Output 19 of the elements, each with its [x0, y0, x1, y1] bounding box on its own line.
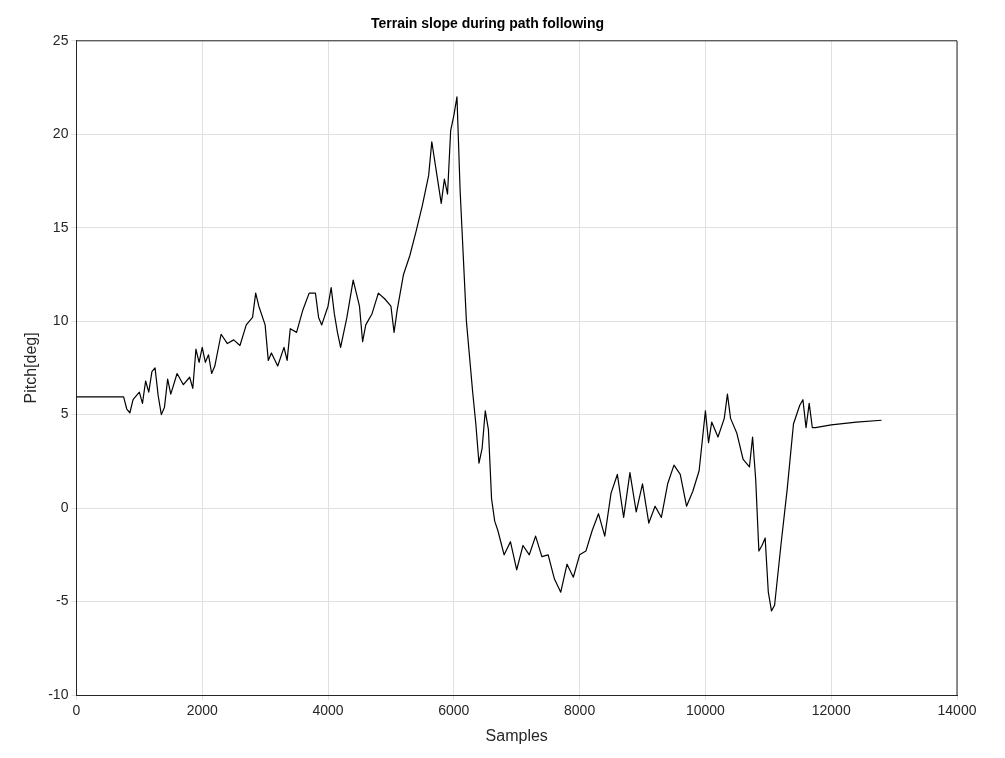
y-tick-label: 5 — [60, 405, 69, 422]
y-tick-label: -10 — [48, 685, 69, 702]
y-tick-label: 25 — [52, 31, 69, 48]
chart-title: Terrain slope during path following — [370, 15, 605, 32]
x-tick-label: 2000 — [186, 702, 219, 719]
x-tick-label: 6000 — [438, 702, 470, 719]
y-tick-label: 20 — [52, 125, 69, 142]
y-tick-label: -5 — [55, 592, 69, 609]
y-axis-title: Pitch[deg] — [22, 332, 40, 404]
x-axis-title: Samples — [485, 726, 548, 744]
x-tick-label: 0 — [72, 702, 81, 719]
x-tick-label: 4000 — [312, 702, 344, 719]
y-tick-label: 0 — [60, 498, 69, 515]
y-tick-label: 15 — [52, 218, 69, 235]
x-tick-label: 8000 — [564, 702, 596, 719]
y-tick-label: 10 — [52, 312, 69, 329]
x-tick-label: 14000 — [937, 702, 977, 719]
x-tick-label: 12000 — [811, 702, 851, 719]
x-tick-label: 10000 — [685, 702, 726, 719]
